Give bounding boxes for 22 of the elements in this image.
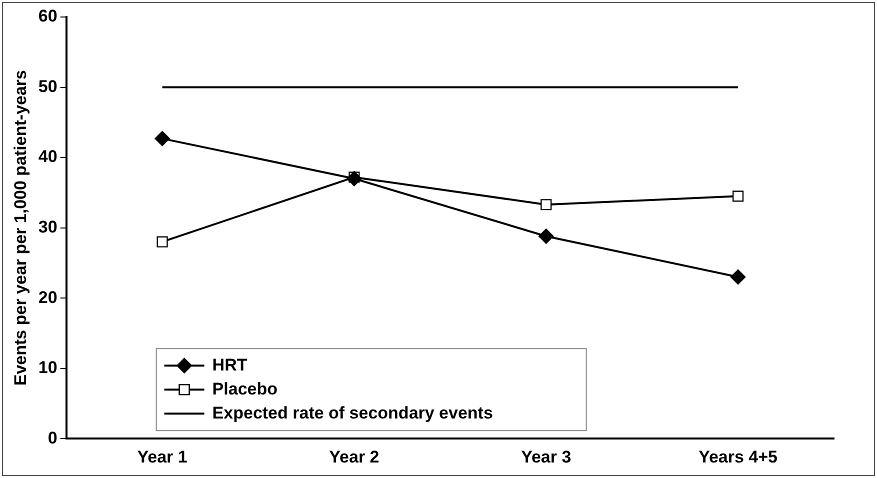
x-tick-label: Year 3 [521, 447, 572, 466]
legend-label: HRT [212, 355, 248, 374]
point [732, 190, 744, 202]
point [154, 130, 170, 146]
point [156, 236, 168, 248]
y-tick-label: 0 [48, 428, 58, 448]
point [346, 171, 362, 186]
x-tick-label: Years 4+5 [698, 447, 778, 466]
y-tick-label: 40 [38, 147, 58, 166]
point [540, 199, 552, 210]
y-tick-label: 30 [38, 217, 58, 236]
y-tick-label: 10 [38, 358, 58, 378]
x-tick-label: Year 1 [137, 447, 188, 466]
legend-label: Placebo [212, 379, 278, 398]
legend-label: Expected rate of secondary events [212, 403, 493, 422]
point [538, 228, 554, 244]
y-tick-label: 60 [38, 6, 58, 26]
y-tick-label: 50 [38, 76, 58, 96]
x-tick-label: Year 2 [329, 447, 380, 466]
y-tick-label: 20 [38, 288, 58, 307]
y-axis-title: Events per year per 1,000 patient-years [10, 70, 30, 386]
point [730, 269, 746, 285]
